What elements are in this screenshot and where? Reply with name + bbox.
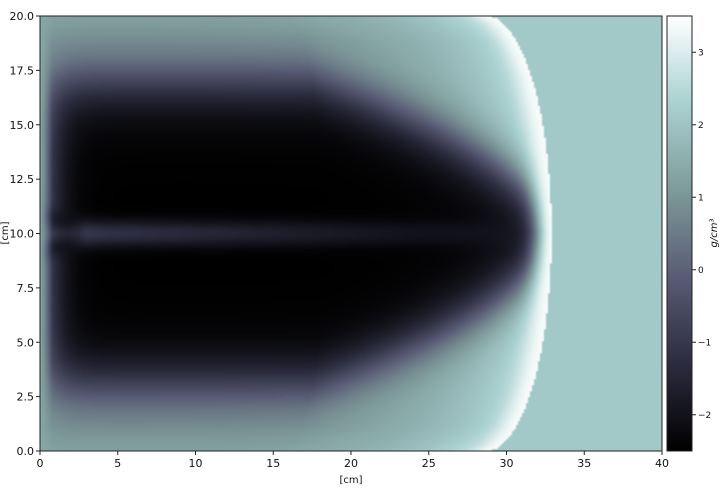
y-tick-label: 15.0 bbox=[10, 119, 35, 132]
y-tick-label: 2.5 bbox=[17, 391, 35, 404]
x-tick-label: 30 bbox=[500, 457, 514, 470]
x-tick-label: 10 bbox=[189, 457, 203, 470]
colorbar-axis: −2 −1 0 1 2 3 bbox=[692, 48, 711, 421]
y-tick-label: 12.5 bbox=[10, 173, 35, 186]
y-tick-label: 5.0 bbox=[17, 336, 35, 349]
x-tick-label: 40 bbox=[655, 457, 669, 470]
y-axis-label: [cm] bbox=[0, 221, 11, 244]
x-tick-label: 0 bbox=[37, 457, 44, 470]
y-tick-label: 17.5 bbox=[10, 64, 35, 77]
y-tick-label: 7.5 bbox=[17, 282, 35, 295]
x-tick-label: 15 bbox=[266, 457, 280, 470]
y-tick-label: 0.0 bbox=[17, 445, 35, 458]
x-tick-label: 25 bbox=[422, 457, 436, 470]
colorbar-tick-label: −1 bbox=[698, 338, 711, 348]
colorbar bbox=[666, 15, 693, 452]
colorbar-tick-label: 1 bbox=[698, 193, 704, 203]
heatmap-image bbox=[40, 16, 662, 451]
colorbar-tick-label: 3 bbox=[698, 48, 704, 58]
colorbar-label: g/cm³ bbox=[709, 219, 720, 248]
y-tick-label: 20.0 bbox=[10, 10, 35, 23]
colorbar-tick-label: 2 bbox=[698, 121, 704, 131]
y-tick-label: 10.0 bbox=[10, 228, 35, 241]
x-axis-label: [cm] bbox=[339, 475, 362, 486]
colorbar-tick-label: 0 bbox=[698, 266, 704, 276]
x-tick-label: 35 bbox=[577, 457, 591, 470]
x-tick-label: 20 bbox=[344, 457, 358, 470]
y-axis: 0.0 2.5 5.0 7.5 10.0 12.5 15.0 17.5 20.0 bbox=[10, 10, 40, 458]
x-tick-label: 5 bbox=[114, 457, 121, 470]
x-axis: 0 5 10 15 20 25 30 35 40 bbox=[37, 451, 669, 470]
colorbar-tick-label: −2 bbox=[698, 411, 711, 421]
heatmap-canvas bbox=[40, 16, 662, 451]
